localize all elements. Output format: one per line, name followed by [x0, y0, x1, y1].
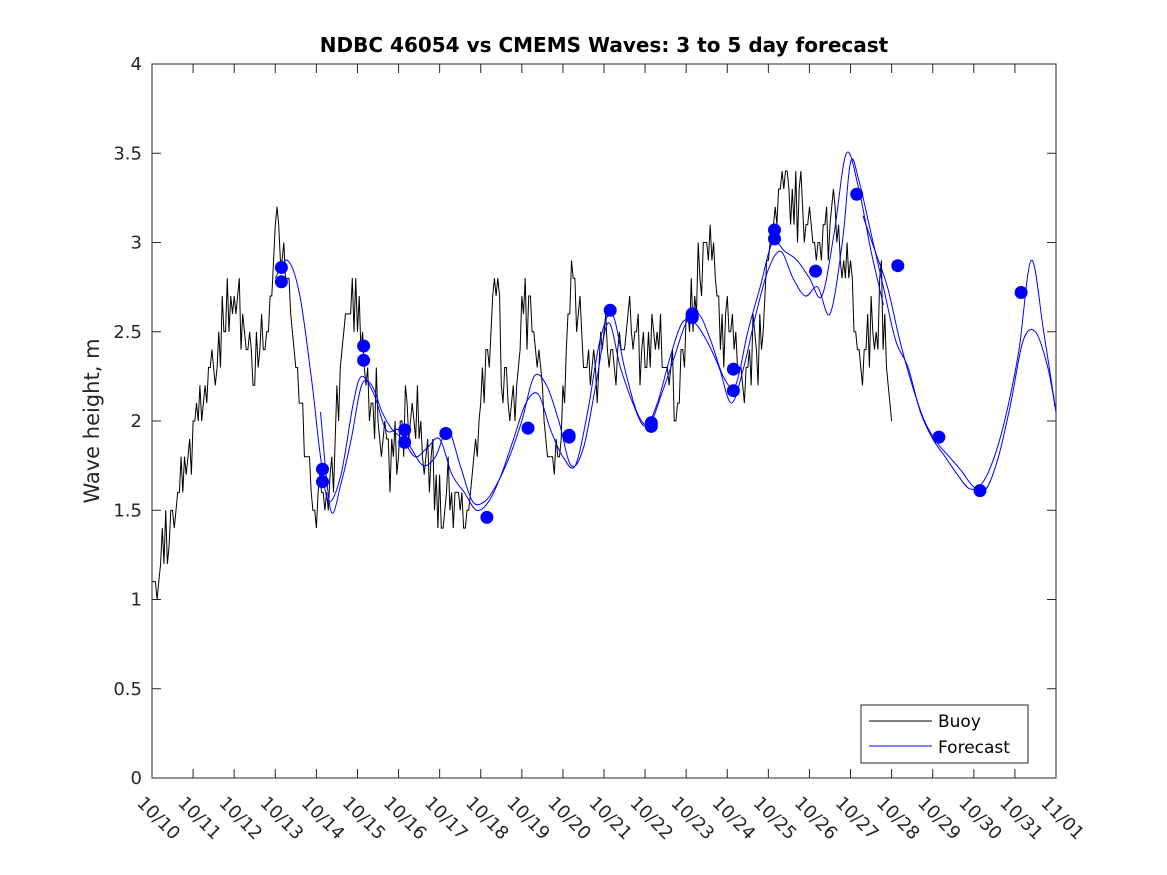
legend: Buoy Forecast: [860, 704, 1029, 764]
forecast-marker: [316, 475, 329, 489]
x-tick-label: 10/27: [831, 793, 883, 845]
forecast-marker: [644, 419, 658, 433]
forecast-marker: [274, 275, 288, 289]
y-axis-label: Wave height, m: [80, 338, 104, 503]
forecast-marker: [480, 510, 494, 524]
y-tick-label: 1: [131, 590, 142, 611]
x-tick-label: 10/30: [954, 793, 1006, 845]
x-tick-label: 10/12: [215, 793, 267, 845]
x-tick-label: 11/01: [1036, 793, 1088, 845]
forecast-series-line-2: [319, 151, 884, 514]
y-tick-label: 2: [131, 411, 142, 432]
forecast-marker: [850, 187, 864, 201]
x-tick-label: 10/25: [749, 793, 801, 845]
x-tick-label: 10/10: [132, 793, 184, 845]
legend-forecast-label: Forecast: [938, 738, 1010, 758]
forecast-marker: [726, 384, 740, 398]
forecast-marker: [439, 427, 453, 440]
forecast-marker: [932, 430, 946, 444]
x-tick-label: 10/26: [790, 793, 842, 845]
y-tick-label: 0.5: [113, 679, 142, 700]
forecast-marker: [274, 261, 288, 274]
x-tick-label: 10/22: [626, 793, 678, 845]
forecast-marker: [562, 430, 576, 444]
forecast-marker: [357, 353, 371, 367]
forecast-marker: [316, 462, 329, 476]
x-tick-label: 10/31: [995, 793, 1047, 845]
legend-buoy-label: Buoy: [938, 712, 981, 732]
forecast-marker: [891, 259, 905, 273]
forecast-marker: [809, 264, 823, 278]
x-tick-label: 10/28: [872, 793, 924, 845]
x-tick-label: 10/15: [338, 793, 390, 845]
x-tick-label: 10/23: [667, 793, 719, 845]
forecast-marker: [521, 421, 535, 435]
marker-layer: [274, 187, 1028, 524]
y-tick-label: 3.5: [113, 143, 142, 164]
forecast-marker: [1014, 286, 1028, 299]
forecast-marker: [768, 223, 781, 237]
forecast-marker: [685, 311, 699, 324]
x-tick-label: 10/14: [297, 793, 349, 845]
x-tick-label: 10/17: [420, 793, 472, 845]
x-tick-label: 10/18: [461, 793, 513, 845]
x-tick-label: 10/24: [708, 793, 760, 845]
x-tick-label: 10/19: [502, 793, 554, 845]
forecast-marker: [768, 232, 781, 246]
x-tick-label: 10/11: [174, 793, 226, 845]
forecast-marker: [398, 435, 412, 449]
forecast-marker: [357, 339, 371, 353]
y-tick-label: 3: [131, 233, 142, 254]
x-tick-label: 10/20: [543, 793, 595, 845]
forecast-series-line-1: [274, 158, 1056, 506]
plot-area-frame: [151, 63, 1057, 779]
y-tick-label: 0: [131, 768, 142, 789]
y-tick-label: 2.5: [113, 322, 142, 343]
x-tick-label: 10/13: [256, 793, 308, 845]
forecast-marker: [603, 303, 617, 317]
chart-title: NDBC 46054 vs CMEMS Waves: 3 to 5 day fo…: [320, 33, 889, 57]
legend-box: [860, 704, 1029, 764]
forecast-series-line-3: [862, 215, 1056, 492]
forecast-marker: [973, 484, 987, 498]
series-layer: [152, 151, 1056, 600]
forecast-marker: [726, 362, 740, 376]
buoy-series-line: [152, 170, 893, 600]
x-tick-label: 10/29: [913, 793, 965, 845]
y-ticks: 0 0.5 1 1.5 2 2.5 3 3.5 4: [113, 54, 1056, 789]
y-tick-label: 1.5: [113, 500, 142, 521]
x-tick-label: 10/16: [379, 793, 431, 845]
forecast-marker: [398, 423, 412, 437]
x-tick-label: 10/21: [584, 793, 636, 845]
y-tick-label: 4: [131, 54, 142, 75]
